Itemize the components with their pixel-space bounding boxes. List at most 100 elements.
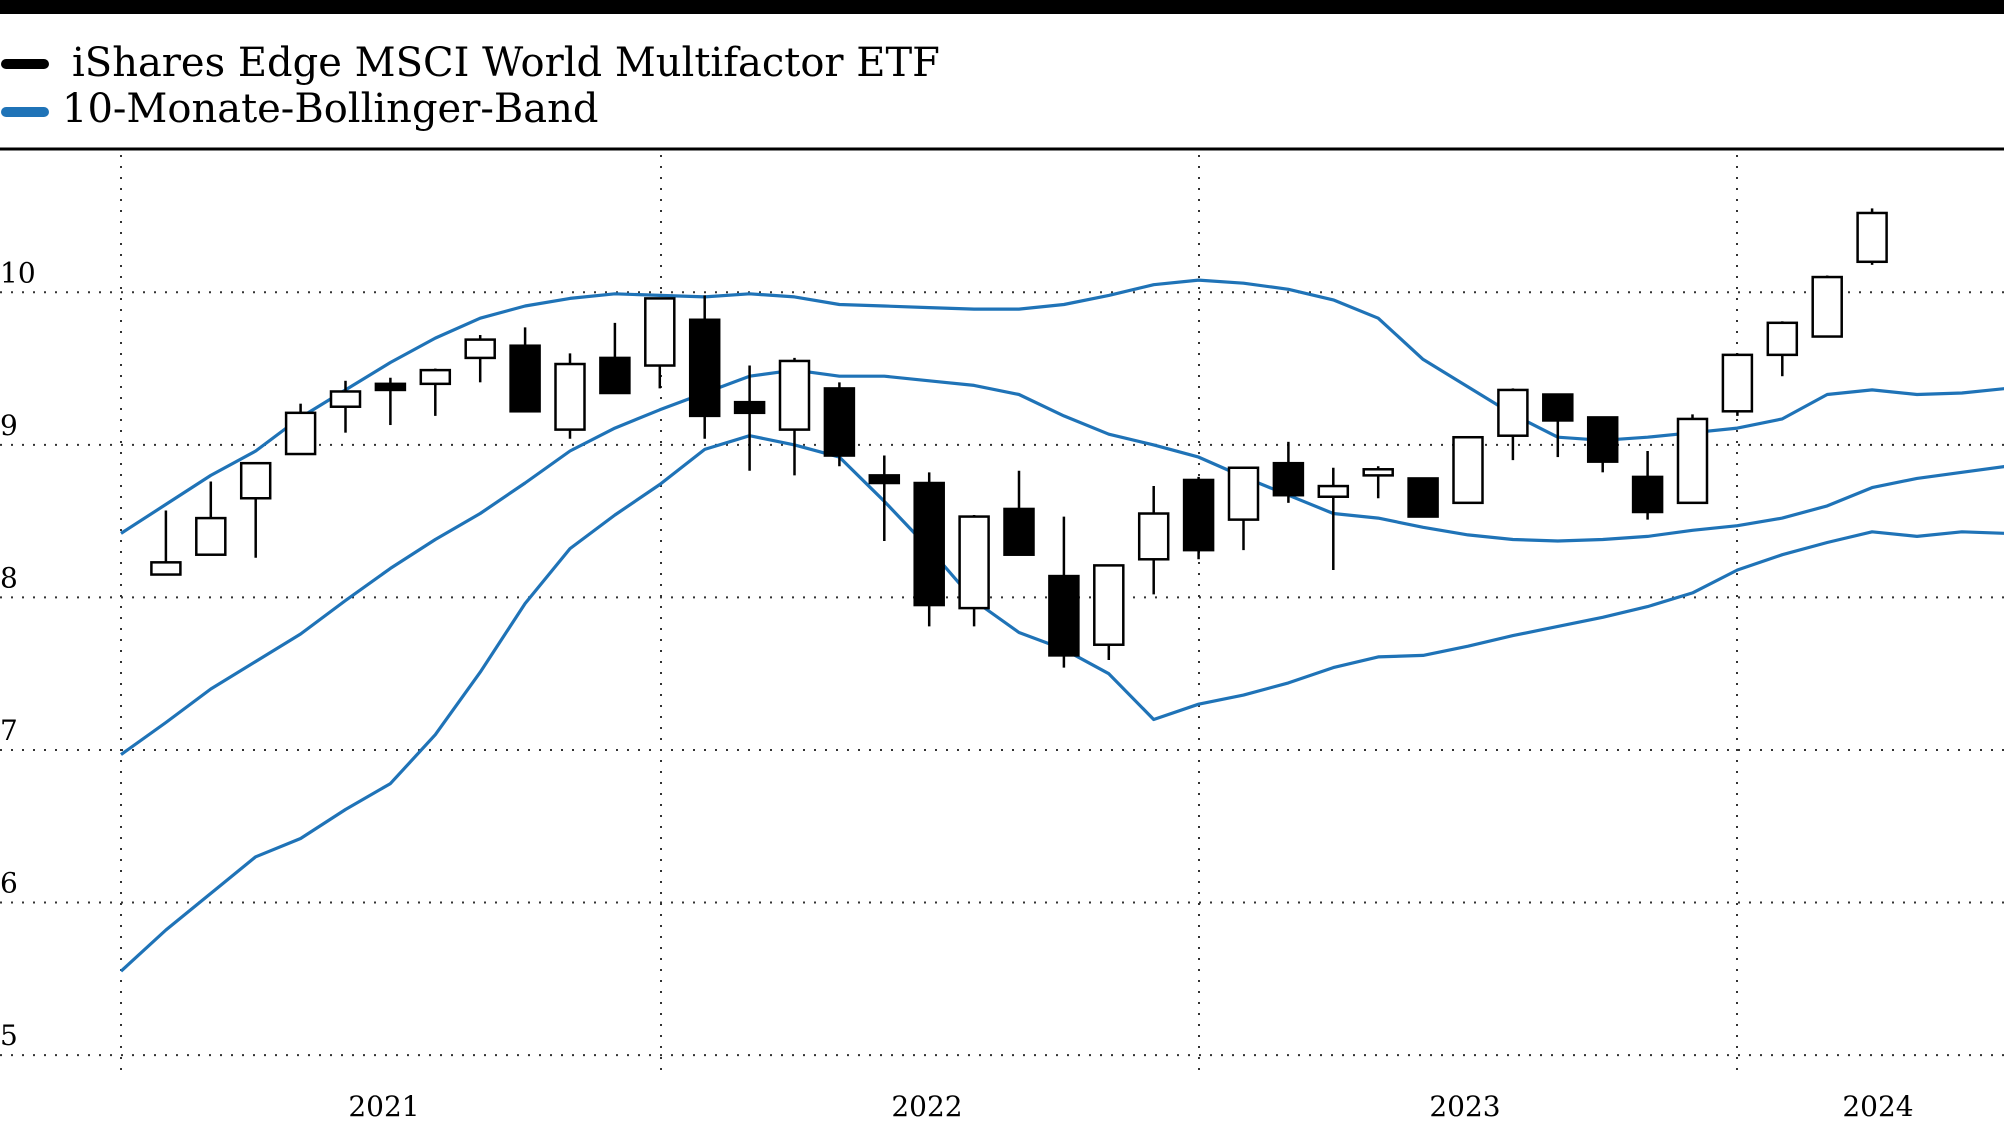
candle bbox=[1048, 516, 1080, 668]
candle bbox=[1227, 466, 1260, 551]
candle-body-up bbox=[419, 368, 452, 386]
candle-body-down bbox=[1048, 574, 1080, 657]
x-axis-ticks: 2021 2022 2023 2024 bbox=[348, 1090, 1913, 1123]
band-upper-line bbox=[120, 278, 2004, 535]
y-tick-label: 9 bbox=[0, 409, 18, 442]
candle-body-down bbox=[599, 356, 631, 395]
candle-body-down bbox=[1542, 393, 1574, 422]
x-tick-label: 2021 bbox=[348, 1090, 419, 1123]
candle bbox=[554, 353, 586, 439]
candle-body-up bbox=[1766, 321, 1799, 357]
candle bbox=[464, 335, 496, 383]
candle bbox=[509, 327, 541, 413]
candle bbox=[284, 403, 317, 456]
candle-body-up bbox=[1227, 466, 1260, 521]
candle-body-up bbox=[644, 297, 676, 367]
candle bbox=[1497, 388, 1529, 461]
candle-body-up bbox=[1856, 211, 1888, 264]
candle-body-up bbox=[778, 359, 811, 431]
candles bbox=[150, 208, 1888, 668]
top-border-bar bbox=[0, 0, 2004, 14]
candle bbox=[1137, 486, 1170, 595]
candle bbox=[1272, 441, 1305, 503]
grid bbox=[0, 155, 2004, 1070]
candle-body-up bbox=[1093, 564, 1125, 646]
candle-body-up bbox=[464, 338, 496, 360]
candle bbox=[733, 365, 766, 471]
candle bbox=[868, 455, 901, 541]
legend: iShares Edge MSCI World Multifactor ETF … bbox=[1, 40, 940, 132]
candle-body-down bbox=[1631, 475, 1664, 514]
candle-body-up bbox=[1811, 275, 1843, 338]
candle-body-down bbox=[374, 382, 407, 392]
candle bbox=[644, 297, 676, 389]
candle bbox=[958, 515, 990, 627]
y-tick-label: 6 bbox=[0, 867, 18, 900]
band-middle-line bbox=[120, 368, 2004, 756]
y-tick-label: 5 bbox=[0, 1019, 18, 1052]
candle-body-down bbox=[688, 318, 721, 418]
candle bbox=[1631, 450, 1664, 520]
candle-body-down bbox=[509, 344, 541, 413]
y-axis-ticks: 5 6 7 8 9 10 bbox=[0, 256, 36, 1052]
candle bbox=[599, 322, 631, 395]
candle bbox=[1542, 393, 1574, 458]
candle bbox=[1811, 275, 1843, 338]
candle bbox=[195, 481, 227, 556]
candle bbox=[374, 377, 407, 426]
candle-body-up bbox=[1676, 417, 1709, 505]
candle-body-up bbox=[239, 461, 272, 500]
candle-body-down bbox=[733, 400, 766, 415]
candle-body-up bbox=[958, 515, 990, 610]
candle bbox=[1721, 353, 1754, 416]
candle bbox=[239, 461, 272, 558]
band-lower-line bbox=[119, 434, 2004, 973]
candle bbox=[1676, 414, 1709, 505]
candle-body-up bbox=[1362, 468, 1394, 477]
candle bbox=[1452, 435, 1484, 505]
candle-body-down bbox=[868, 474, 901, 485]
candle bbox=[1766, 321, 1799, 377]
legend-label-band: 10-Monate-Bollinger-Band bbox=[62, 86, 598, 132]
x-tick-label: 2024 bbox=[1842, 1090, 1913, 1123]
candle-body-down bbox=[1586, 416, 1619, 463]
y-tick-label: 10 bbox=[0, 256, 36, 289]
y-tick-label: 7 bbox=[0, 714, 18, 747]
candle-body-up bbox=[329, 390, 362, 408]
candle bbox=[419, 368, 452, 416]
candle-body-up bbox=[1452, 435, 1484, 505]
candle-body-down bbox=[1407, 477, 1439, 518]
candle-body-down bbox=[913, 481, 945, 607]
candle bbox=[1093, 564, 1125, 660]
candle bbox=[329, 380, 362, 433]
candle bbox=[1003, 470, 1035, 556]
x-tick-label: 2022 bbox=[891, 1090, 962, 1123]
candle-body-up bbox=[1137, 512, 1170, 561]
x-tick-label: 2023 bbox=[1429, 1090, 1500, 1123]
candle-body-up bbox=[284, 411, 317, 456]
candle-body-up bbox=[195, 516, 227, 556]
candle-body-up bbox=[1317, 484, 1350, 498]
candle bbox=[150, 510, 182, 576]
candle-body-up bbox=[554, 362, 586, 431]
candle bbox=[1586, 416, 1619, 473]
candle bbox=[1182, 476, 1215, 560]
candle-body-up bbox=[1721, 353, 1754, 413]
candle bbox=[778, 357, 811, 476]
candle-body-down bbox=[823, 387, 856, 457]
candle-body-down bbox=[1003, 507, 1035, 556]
candle bbox=[823, 382, 856, 467]
candle-body-up bbox=[1497, 388, 1529, 437]
candle bbox=[913, 472, 945, 627]
candle bbox=[1317, 467, 1350, 570]
candle bbox=[688, 295, 721, 439]
legend-label-price: iShares Edge MSCI World Multifactor ETF bbox=[72, 40, 940, 86]
candle-body-down bbox=[1272, 461, 1305, 497]
candle bbox=[1407, 477, 1439, 518]
candle-body-down bbox=[1182, 478, 1215, 552]
candle bbox=[1362, 466, 1394, 499]
candle-body-up bbox=[150, 561, 182, 576]
y-tick-label: 8 bbox=[0, 561, 18, 594]
